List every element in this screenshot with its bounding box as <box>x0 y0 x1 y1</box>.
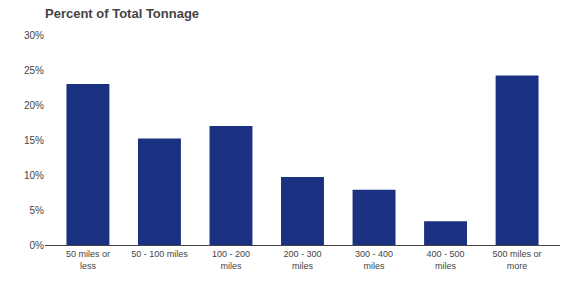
svg-text:50 - 100 miles: 50 - 100 miles <box>131 249 188 259</box>
svg-text:Percent of Total Tonnage: Percent of Total Tonnage <box>45 6 199 21</box>
svg-text:5%: 5% <box>30 205 45 216</box>
svg-text:400 - 500miles: 400 - 500miles <box>427 249 465 271</box>
svg-text:50 miles orless: 50 miles orless <box>66 249 110 271</box>
svg-text:25%: 25% <box>24 65 44 76</box>
svg-text:20%: 20% <box>24 100 44 111</box>
svg-text:500 miles ormore: 500 miles ormore <box>493 249 542 271</box>
svg-text:100 - 200miles: 100 - 200miles <box>212 249 250 271</box>
svg-text:200 - 300miles: 200 - 300miles <box>283 249 321 271</box>
svg-text:0%: 0% <box>30 240 45 251</box>
svg-text:10%: 10% <box>24 170 44 181</box>
svg-text:300 - 400miles: 300 - 400miles <box>355 249 393 271</box>
svg-text:30%: 30% <box>24 30 44 41</box>
svg-text:15%: 15% <box>24 135 44 146</box>
